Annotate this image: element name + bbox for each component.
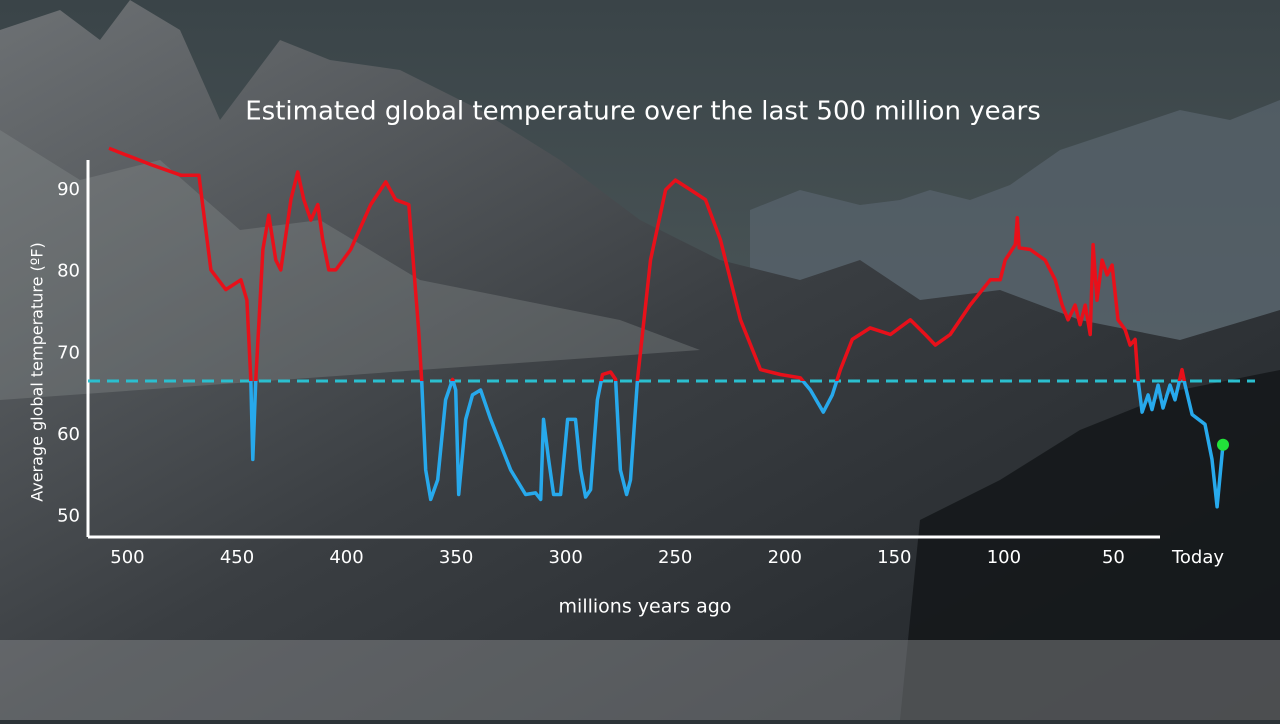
y-tick-label: 80 [57, 261, 80, 282]
x-tick-label: 300 [548, 547, 582, 568]
x-axis-label: millions years ago [559, 596, 732, 618]
x-tick-label: Today [1171, 547, 1224, 568]
dark-ridge [900, 370, 1280, 720]
y-tick-label: 70 [57, 342, 80, 363]
x-tick-label: 500 [110, 547, 144, 568]
current-point [1217, 438, 1229, 451]
clouds [0, 640, 1280, 720]
chart-title: Estimated global temperature over the la… [245, 97, 1041, 127]
y-tick-label: 60 [57, 424, 80, 445]
x-tick-label: 350 [439, 547, 473, 568]
x-tick-label: 250 [658, 547, 692, 568]
snow [0, 130, 700, 400]
y-tick-label: 50 [57, 506, 80, 527]
temperature-line [108, 146, 1225, 509]
x-tick-label: 200 [768, 547, 802, 568]
x-tick-label: 150 [877, 547, 911, 568]
y-axis-label: Average global temperature (ºF) [28, 242, 47, 502]
x-tick-label: 400 [329, 547, 363, 568]
x-tick-label: 450 [220, 547, 254, 568]
y-tick-label: 90 [57, 179, 80, 200]
x-tick-label: 100 [987, 547, 1021, 568]
x-tick-label: 50 [1102, 547, 1125, 568]
